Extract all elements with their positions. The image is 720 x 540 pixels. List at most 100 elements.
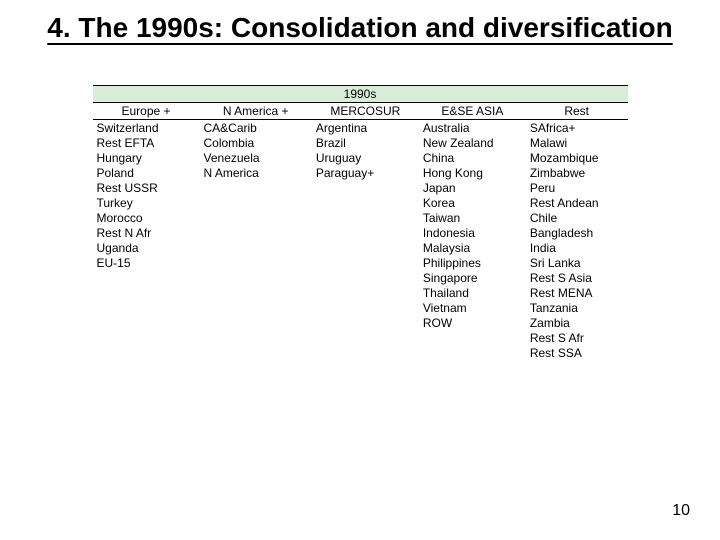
table-row: PolandN AmericaParaguay+Hong KongZimbabw… xyxy=(93,165,628,180)
table-cell: Zambia xyxy=(526,315,628,330)
table-row: Rest EFTAColombiaBrazilNew ZealandMalawi xyxy=(93,135,628,150)
table-cell: Indonesia xyxy=(419,225,526,240)
table-cell: Rest MENA xyxy=(526,285,628,300)
table-cell: Rest SSA xyxy=(526,345,628,360)
table-banner-cell: 1990s xyxy=(93,86,628,103)
table-cell xyxy=(200,270,312,285)
table-cell xyxy=(200,315,312,330)
table-cell: Poland xyxy=(93,165,200,180)
table-cell xyxy=(200,180,312,195)
table-cell: Singapore xyxy=(419,270,526,285)
table-row: Turkey KoreaRest Andean xyxy=(93,195,628,210)
table-cell xyxy=(312,345,419,360)
col-header: MERCOSUR xyxy=(312,103,419,120)
table-cell xyxy=(93,270,200,285)
table-cell xyxy=(200,300,312,315)
table-cell: Sri Lanka xyxy=(526,255,628,270)
table-row: ThailandRest MENA xyxy=(93,285,628,300)
table-row: Rest S Afr xyxy=(93,330,628,345)
table-body: SwitzerlandCA&CaribArgentinaAustraliaSAf… xyxy=(93,120,628,361)
table-cell: EU-15 xyxy=(93,255,200,270)
table-cell: Hong Kong xyxy=(419,165,526,180)
table-cell: CA&Carib xyxy=(200,120,312,136)
col-header: E&SE ASIA xyxy=(419,103,526,120)
table-cell: Uganda xyxy=(93,240,200,255)
table-cell: Korea xyxy=(419,195,526,210)
table-cell: Philippines xyxy=(419,255,526,270)
table-row: Morocco TaiwanChile xyxy=(93,210,628,225)
col-header: N America + xyxy=(200,103,312,120)
table-cell xyxy=(93,330,200,345)
table-cell xyxy=(312,195,419,210)
table-cell xyxy=(312,315,419,330)
table-cell: Japan xyxy=(419,180,526,195)
table-cell xyxy=(312,330,419,345)
table-row: SingaporeRest S Asia xyxy=(93,270,628,285)
table-cell: Malaysia xyxy=(419,240,526,255)
table-cell: N America xyxy=(200,165,312,180)
table-cell: Uruguay xyxy=(312,150,419,165)
table-cell xyxy=(312,300,419,315)
table-cell: Switzerland xyxy=(93,120,200,136)
table-cell: Malawi xyxy=(526,135,628,150)
table-cell: New Zealand xyxy=(419,135,526,150)
table-cell: India xyxy=(526,240,628,255)
col-header: Rest xyxy=(526,103,628,120)
table-cell: Turkey xyxy=(93,195,200,210)
table-cell xyxy=(312,180,419,195)
table-cell: Zimbabwe xyxy=(526,165,628,180)
table-cell xyxy=(200,210,312,225)
table-cell: Rest EFTA xyxy=(93,135,200,150)
table-row: Rest USSR JapanPeru xyxy=(93,180,628,195)
table-cell: Colombia xyxy=(200,135,312,150)
table-banner-row: 1990s xyxy=(93,86,628,103)
table-cell: Peru xyxy=(526,180,628,195)
table-cell: Paraguay+ xyxy=(312,165,419,180)
table-cell xyxy=(200,345,312,360)
table-cell: Morocco xyxy=(93,210,200,225)
table-row: ROWZambia xyxy=(93,315,628,330)
table-cell: Mozambique xyxy=(526,150,628,165)
table-cell: Rest S Afr xyxy=(526,330,628,345)
table-cell xyxy=(93,300,200,315)
table-cell xyxy=(312,210,419,225)
table-cell xyxy=(93,345,200,360)
table-cell: SAfrica+ xyxy=(526,120,628,136)
table-cell: Rest Andean xyxy=(526,195,628,210)
table-cell: Vietnam xyxy=(419,300,526,315)
table-cell: Hungary xyxy=(93,150,200,165)
page-number: 10 xyxy=(672,502,690,520)
table-cell xyxy=(93,285,200,300)
table-cell: Rest USSR xyxy=(93,180,200,195)
table-cell xyxy=(312,285,419,300)
regions-table: 1990s Europe + N America + MERCOSUR E&SE… xyxy=(93,85,628,360)
table-cell: Rest S Asia xyxy=(526,270,628,285)
table-cell xyxy=(200,195,312,210)
table-cell: Chile xyxy=(526,210,628,225)
table-cell: Bangladesh xyxy=(526,225,628,240)
table-cell xyxy=(312,240,419,255)
table-row: Uganda MalaysiaIndia xyxy=(93,240,628,255)
table-cell xyxy=(200,330,312,345)
col-header: Europe + xyxy=(93,103,200,120)
table-cell xyxy=(312,225,419,240)
table-row: HungaryVenezuelaUruguayChinaMozambique xyxy=(93,150,628,165)
table-cell xyxy=(93,315,200,330)
table-cell: Tanzania xyxy=(526,300,628,315)
table-cell xyxy=(200,255,312,270)
table-cell xyxy=(200,240,312,255)
table-cell: China xyxy=(419,150,526,165)
table-cell: ROW xyxy=(419,315,526,330)
table-cell: Rest N Afr xyxy=(93,225,200,240)
table-header-row: Europe + N America + MERCOSUR E&SE ASIA … xyxy=(93,103,628,120)
table-container: 1990s Europe + N America + MERCOSUR E&SE… xyxy=(93,85,628,360)
table-cell: Brazil xyxy=(312,135,419,150)
table-cell: Taiwan xyxy=(419,210,526,225)
table-cell xyxy=(419,345,526,360)
slide-title: 4. The 1990s: Consolidation and diversif… xyxy=(0,0,720,45)
table-cell: Venezuela xyxy=(200,150,312,165)
table-cell: Argentina xyxy=(312,120,419,136)
table-cell xyxy=(312,270,419,285)
table-cell xyxy=(200,225,312,240)
table-row: SwitzerlandCA&CaribArgentinaAustraliaSAf… xyxy=(93,120,628,136)
